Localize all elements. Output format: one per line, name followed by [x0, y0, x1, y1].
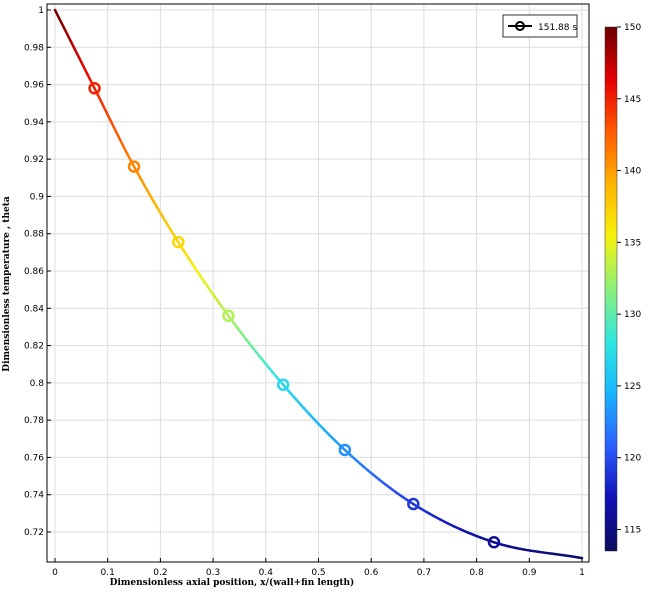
curve-segment	[185, 253, 193, 263]
y-tick-label: 0.86	[24, 267, 44, 277]
colorbar-tick-label: 115	[624, 525, 641, 535]
colorbar: 115 120 125 130 135 140 145 150	[604, 23, 641, 552]
y-tick-label: 1	[38, 6, 44, 16]
data-point-marker	[172, 235, 185, 249]
x-tick-label: 0.1	[101, 568, 115, 578]
y-tick-label: 0.82	[24, 342, 44, 352]
curve-segment	[292, 395, 300, 404]
y-tick-label: 0.92	[24, 155, 44, 165]
x-tick-label: 0.6	[364, 568, 379, 578]
data-point-marker	[487, 536, 501, 549]
legend-box	[502, 14, 578, 38]
curve-segment	[281, 383, 290, 392]
x-tick-label: 0.8	[469, 568, 484, 578]
curve-segment	[355, 459, 364, 467]
curve-segment	[287, 389, 295, 398]
x-tick-label: 0.2	[153, 568, 167, 578]
y-tick-label: 0.84	[24, 304, 44, 314]
data-point-marker	[88, 82, 101, 95]
x-tick-label: 0	[52, 568, 58, 578]
colorbar-tick-label: 135	[624, 238, 641, 248]
curve-segment	[432, 514, 442, 521]
curve-segment	[236, 326, 244, 336]
curve-segment	[349, 453, 358, 462]
legend-label: 151.88 s	[538, 23, 577, 33]
series-markers	[88, 82, 501, 549]
colorbar-tick-label: 130	[624, 310, 641, 320]
colorbar-tick-label: 150	[624, 23, 641, 33]
y-axis: 0.72 0.74 0.76 0.78 0.8 0.82 0.84 0.86 0.88 0.9 0.…	[24, 6, 51, 538]
curve-segment	[132, 165, 139, 175]
curve-segment	[227, 314, 235, 324]
curve-segment	[136, 172, 143, 182]
curve-segment	[140, 178, 147, 188]
data-point-marker	[338, 443, 352, 457]
curve-segment	[573, 555, 584, 560]
series-curve	[53, 8, 584, 560]
x-tick-label: 0.3	[206, 568, 220, 578]
y-tick-label: 0.72	[24, 528, 44, 538]
colorbar-tick-label: 145	[624, 95, 641, 105]
curve-segment	[177, 240, 184, 250]
curve-segment	[343, 448, 352, 457]
colorbar-bar	[604, 26, 618, 552]
y-tick-label: 0.88	[24, 230, 44, 240]
curve-segment	[302, 406, 311, 415]
legend: 151.88 s	[502, 14, 578, 38]
colorbar-tick-label: 120	[624, 454, 641, 464]
y-axis-label: Dimensionless temperature , theta	[2, 196, 12, 372]
data-point-marker	[407, 497, 420, 511]
colorbar-tick-label: 125	[624, 382, 641, 392]
x-axis: 0 0.1 0.2 0.3 0.4 0.5 0.6 0.7 0.8 0.9 1	[52, 558, 585, 578]
y-tick-label: 0.94	[24, 118, 44, 128]
curve-segment	[438, 518, 449, 525]
y-tick-label: 0.98	[24, 43, 44, 53]
y-tick-label: 0.78	[24, 416, 44, 426]
curve-segment	[425, 510, 435, 518]
data-point-marker	[222, 309, 235, 322]
data-point-marker	[276, 378, 290, 391]
x-tick-label: 0.9	[522, 568, 537, 578]
x-tick-label: 0.5	[311, 568, 325, 578]
data-point-marker	[127, 160, 141, 173]
y-tick-label: 0.74	[24, 491, 44, 501]
colorbar-ticks: 115 120 125 130 135 140 145 150	[617, 23, 641, 535]
x-tick-label: 0.4	[259, 568, 274, 578]
curve-segment	[507, 545, 518, 550]
x-axis-label: Dimensionless axial position, x/(wall+fi…	[110, 577, 355, 588]
curve-segment	[181, 247, 188, 257]
x-tick-label: 0.7	[417, 568, 431, 578]
curve-segment	[360, 464, 369, 472]
curve-segment	[500, 543, 510, 548]
y-tick-label: 0.96	[24, 81, 44, 91]
x-tick-label: 1	[579, 568, 585, 578]
curve-segment	[231, 320, 239, 330]
curve-segment	[307, 412, 316, 421]
curve-segment	[297, 401, 305, 410]
curve-segment	[418, 506, 429, 514]
curve-segment	[189, 260, 197, 270]
y-tick-label: 0.76	[24, 453, 44, 463]
curve-segment	[193, 266, 201, 276]
colorbar-tick-label: 140	[624, 167, 641, 177]
y-tick-label: 0.9	[30, 192, 45, 202]
y-tick-label: 0.8	[30, 379, 45, 389]
grid	[47, 4, 589, 562]
legend-marker	[515, 21, 525, 31]
